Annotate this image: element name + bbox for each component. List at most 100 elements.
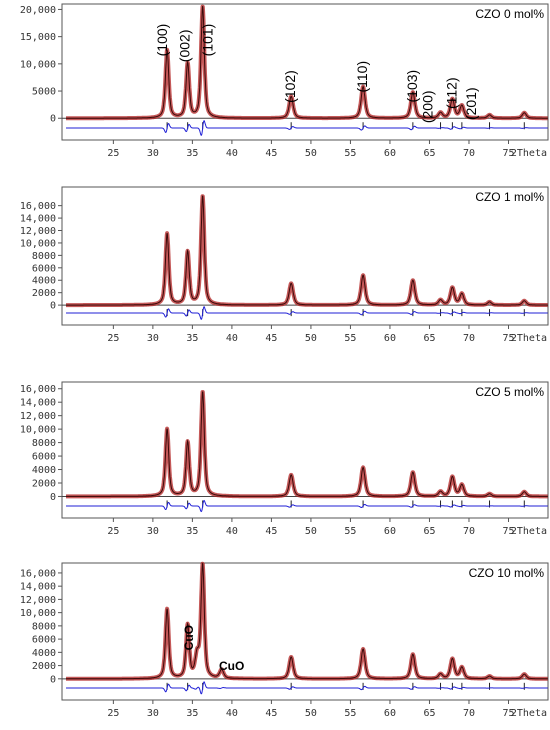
plot-frame (61, 186, 549, 326)
y-tick-label: 2000 (32, 288, 56, 299)
x-tick-label: 45 (265, 148, 277, 159)
x-tick-label: 65 (423, 148, 435, 159)
cuo-annotation: CuO (219, 659, 244, 673)
x-tick-label: 70 (463, 708, 475, 719)
y-tick-label: 6000 (32, 635, 56, 646)
x-axis-label: 2Theta (511, 333, 547, 344)
x-tick-label: 75 (502, 526, 514, 537)
calculated-pattern (66, 562, 548, 680)
observed-pattern (64, 561, 550, 681)
y-tick-label: 12,000 (20, 411, 56, 422)
x-tick-label: 40 (226, 148, 238, 159)
x-tick-label: 60 (384, 333, 396, 344)
x-tick-label: 25 (107, 526, 119, 537)
x-tick-label: 70 (463, 148, 475, 159)
x-tick-label: 30 (147, 526, 159, 537)
y-tick-label: 2000 (32, 661, 56, 672)
xrd-panel-3: 0 2000 4000 6000 8000 10,000 12,000 14,000 16,00… (20, 561, 550, 719)
calculated-pattern (66, 5, 548, 119)
x-tick-label: 50 (305, 526, 317, 537)
y-tick-label: 0 (50, 114, 56, 125)
x-tick-label: 75 (502, 333, 514, 344)
x-axis-label: 2Theta (511, 526, 547, 537)
xrd-panel-2: 0 2000 4000 6000 8000 10,000 12,000 14,000 16,00… (20, 381, 550, 537)
plot-frame (61, 562, 549, 701)
miller-index-label: (103) (404, 70, 420, 103)
sample-label: CZO 10 mol% (469, 566, 545, 580)
x-tick-label: 50 (305, 333, 317, 344)
observed-pattern (64, 194, 550, 308)
y-tick-label: 10,000 (20, 238, 56, 249)
difference-curve (66, 681, 548, 695)
y-tick-label: 6000 (32, 452, 56, 463)
x-tick-label: 60 (384, 708, 396, 719)
x-tick-label: 55 (344, 526, 356, 537)
miller-index-label: (100) (154, 24, 170, 57)
y-tick-label: 10,000 (20, 425, 56, 436)
x-tick-label: 30 (147, 148, 159, 159)
miller-index-label: (112) (443, 77, 459, 109)
y-tick-label: 0 (50, 674, 56, 685)
miller-index-label: (102) (282, 70, 298, 103)
x-tick-label: 30 (147, 708, 159, 719)
sample-label: CZO 1 mol% (475, 190, 544, 204)
y-tick-label: 6000 (32, 263, 56, 274)
x-tick-label: 75 (502, 708, 514, 719)
x-tick-label: 35 (186, 333, 198, 344)
sample-label: CZO 0 mol% (475, 7, 544, 21)
x-tick-label: 25 (107, 708, 119, 719)
y-tick-label: 0 (50, 492, 56, 503)
calculated-pattern (66, 391, 548, 497)
cuo-annotation: CuO (182, 625, 196, 650)
x-axis-label: 2Theta (511, 148, 547, 159)
y-tick-label: 4000 (32, 465, 56, 476)
y-tick-label: 14,000 (20, 214, 56, 225)
x-tick-label: 55 (344, 333, 356, 344)
x-tick-label: 40 (226, 526, 238, 537)
y-tick-label: 10,000 (20, 59, 56, 70)
x-tick-label: 65 (423, 333, 435, 344)
x-tick-label: 50 (305, 708, 317, 719)
x-tick-label: 60 (384, 526, 396, 537)
y-tick-label: 15,000 (20, 32, 56, 43)
y-tick-label: 14,000 (20, 582, 56, 593)
difference-curve (66, 499, 548, 513)
y-tick-label: 16,000 (20, 384, 56, 395)
x-tick-label: 35 (186, 708, 198, 719)
x-tick-label: 25 (107, 148, 119, 159)
x-tick-label: 55 (344, 148, 356, 159)
y-tick-label: 2000 (32, 478, 56, 489)
x-tick-label: 40 (226, 708, 238, 719)
miller-index-label: (101) (200, 24, 216, 57)
y-tick-label: 8000 (32, 621, 56, 632)
sample-label: CZO 5 mol% (475, 385, 544, 399)
y-tick-label: 20,000 (20, 5, 56, 16)
x-tick-label: 60 (384, 148, 396, 159)
y-tick-label: 16,000 (20, 201, 56, 212)
y-tick-label: 5000 (32, 87, 56, 98)
y-tick-label: 16,000 (20, 568, 56, 579)
miller-index-label: (200) (420, 90, 436, 123)
x-tick-label: 70 (463, 526, 475, 537)
y-tick-label: 14,000 (20, 398, 56, 409)
plot-frame (61, 3, 549, 141)
x-tick-label: 45 (265, 333, 277, 344)
x-tick-label: 65 (423, 526, 435, 537)
xrd-panel-0: 0 5000 10,000 15,000 20,000 25 30 35 40 45 50 55 60 6… (20, 3, 550, 159)
x-tick-label: 70 (463, 333, 475, 344)
difference-curve (66, 119, 548, 137)
x-tick-label: 65 (423, 708, 435, 719)
calculated-pattern (66, 195, 548, 306)
x-tick-label: 45 (265, 708, 277, 719)
plot-frame (61, 381, 549, 519)
y-tick-label: 12,000 (20, 595, 56, 606)
miller-index-label: (110) (354, 61, 370, 93)
x-axis-label: 2Theta (511, 708, 547, 719)
y-tick-label: 10,000 (20, 608, 56, 619)
difference-curve (66, 305, 548, 321)
x-tick-label: 25 (107, 333, 119, 344)
miller-index-label: (201) (463, 87, 479, 120)
x-tick-label: 30 (147, 333, 159, 344)
